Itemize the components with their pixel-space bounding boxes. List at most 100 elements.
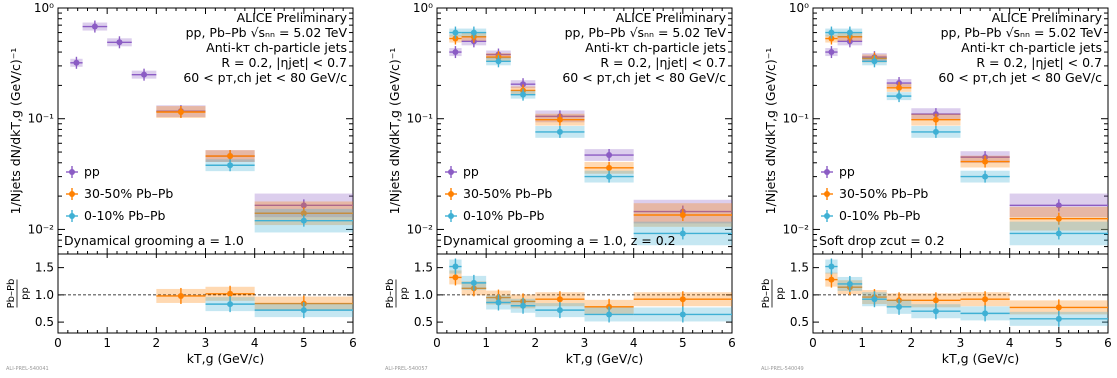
y-tick-label: 10⁰ (34, 1, 54, 15)
data-point (606, 173, 613, 180)
y-tick-label: 10⁰ (413, 1, 433, 15)
x-tick-label: 1 (482, 336, 490, 350)
legend-label: 30-50% Pb–Pb (463, 186, 552, 201)
data-point (1055, 215, 1062, 222)
data-point (300, 202, 307, 209)
header-line: R = 0.2, |ηjet| < 0.7 (976, 55, 1102, 70)
data-point (141, 71, 148, 78)
x-axis-label: kT,g (GeV/c) (942, 351, 1020, 366)
data-point (932, 116, 939, 123)
ratio-point (896, 303, 903, 310)
data-point (520, 81, 527, 88)
ratio-point (871, 296, 878, 303)
grooming-label: Dynamical grooming a = 1.0, z = 0.2 (443, 233, 676, 248)
x-tick-label: 2 (153, 336, 161, 350)
legend-marker-dot (448, 169, 454, 175)
ratio-y-label-denominator: pp (775, 287, 786, 300)
x-tick-label: 6 (349, 336, 357, 350)
ratio-point (1055, 304, 1062, 311)
data-point (300, 210, 307, 217)
ratio-point (495, 299, 502, 306)
y-tick-label: 10⁻² (28, 222, 55, 236)
ratio-point (846, 280, 853, 287)
ratio-point (177, 292, 184, 299)
legend-label: pp (84, 164, 100, 179)
ratio-y-label-numerator: Pb–Pb (6, 279, 17, 309)
header-line: pp, Pb–Pb √sₙₙ = 5.02 TeV (565, 25, 727, 40)
y-tick-label: 10⁻¹ (783, 112, 810, 126)
figure-id-footnote: ALI-PREL-540041 (6, 366, 49, 372)
ratio-point (982, 296, 989, 303)
legend-marker-dot (824, 213, 830, 219)
x-tick-label: 5 (300, 336, 308, 350)
header-line: 60 < pᴛ,ch jet < 80 GeV/c (562, 70, 726, 85)
data-point (91, 23, 98, 30)
data-point (606, 164, 613, 171)
ratio-point (520, 302, 527, 309)
ratio-y-label-denominator: pp (20, 287, 31, 300)
header-line: Anti-kᴛ ch-particle jets (961, 40, 1102, 55)
figure-id-footnote: ALI-PREL-540057 (385, 366, 428, 372)
data-point (452, 49, 459, 56)
header-line: pp, Pb–Pb √sₙₙ = 5.02 TeV (941, 25, 1103, 40)
ratio-point (828, 263, 835, 270)
y-axis-label: 1/Njets dN/dkT,g (GeV/c)⁻¹ (387, 48, 402, 215)
data-point (300, 217, 307, 224)
data-point (896, 93, 903, 100)
header-line: Anti-kᴛ ch-particle jets (206, 40, 347, 55)
data-point (679, 212, 686, 219)
data-point (871, 58, 878, 65)
data-point (606, 152, 613, 159)
ratio-y-tick-label: 1.5 (790, 261, 809, 275)
legend-label: 30-50% Pb–Pb (84, 186, 173, 201)
legend-marker-dot (448, 191, 454, 197)
data-point (982, 158, 989, 165)
legend-label: 0-10% Pb–Pb (463, 208, 544, 223)
x-tick-label: 1 (858, 336, 866, 350)
ratio-y-tick-label: 1.0 (790, 288, 809, 302)
data-point (452, 29, 459, 36)
ratio-y-label-numerator: Pb–Pb (385, 279, 396, 309)
ratio-point (982, 310, 989, 317)
ratio-point (227, 301, 234, 308)
ratio-y-tick-label: 0.5 (790, 315, 809, 329)
data-point (828, 29, 835, 36)
grooming-label: Dynamical grooming a = 1.0 (64, 233, 244, 248)
x-axis-label: kT,g (GeV/c) (566, 351, 644, 366)
x-tick-label: 0 (809, 336, 817, 350)
ratio-point (452, 274, 459, 281)
header-line: R = 0.2, |ηjet| < 0.7 (600, 55, 726, 70)
data-point (828, 49, 835, 56)
header-line: R = 0.2, |ηjet| < 0.7 (221, 55, 347, 70)
data-point (1055, 202, 1062, 209)
x-tick-label: 0 (54, 336, 62, 350)
ratio-point (828, 276, 835, 283)
ratio-point (556, 296, 563, 303)
x-tick-label: 3 (957, 336, 965, 350)
ratio-point (470, 279, 477, 286)
ratio-point (932, 297, 939, 304)
legend-marker-dot (69, 169, 75, 175)
legend-marker-dot (824, 191, 830, 197)
x-tick-label: 4 (1006, 336, 1014, 350)
legend-marker-dot (448, 213, 454, 219)
y-tick-label: 10⁻² (407, 222, 434, 236)
header-line: ALICE Preliminary (992, 10, 1103, 25)
y-tick-label: 10⁻¹ (28, 112, 55, 126)
data-point (846, 29, 853, 36)
ratio-y-tick-label: 1.5 (414, 261, 433, 275)
ratio-y-tick-label: 1.0 (414, 288, 433, 302)
x-tick-label: 4 (251, 336, 259, 350)
y-axis-label: 1/Njets dN/dkT,g (GeV/c)⁻¹ (763, 48, 778, 215)
data-point (177, 108, 184, 115)
header-line: ALICE Preliminary (616, 10, 727, 25)
data-point (520, 91, 527, 98)
x-tick-label: 6 (728, 336, 736, 350)
y-axis-label: 1/Njets dN/dkT,g (GeV/c)⁻¹ (8, 48, 23, 215)
x-axis-label: kT,g (GeV/c) (187, 351, 265, 366)
ratio-y-label-denominator: pp (399, 287, 410, 300)
y-tick-label: 10⁻² (783, 222, 810, 236)
data-point (73, 59, 80, 66)
